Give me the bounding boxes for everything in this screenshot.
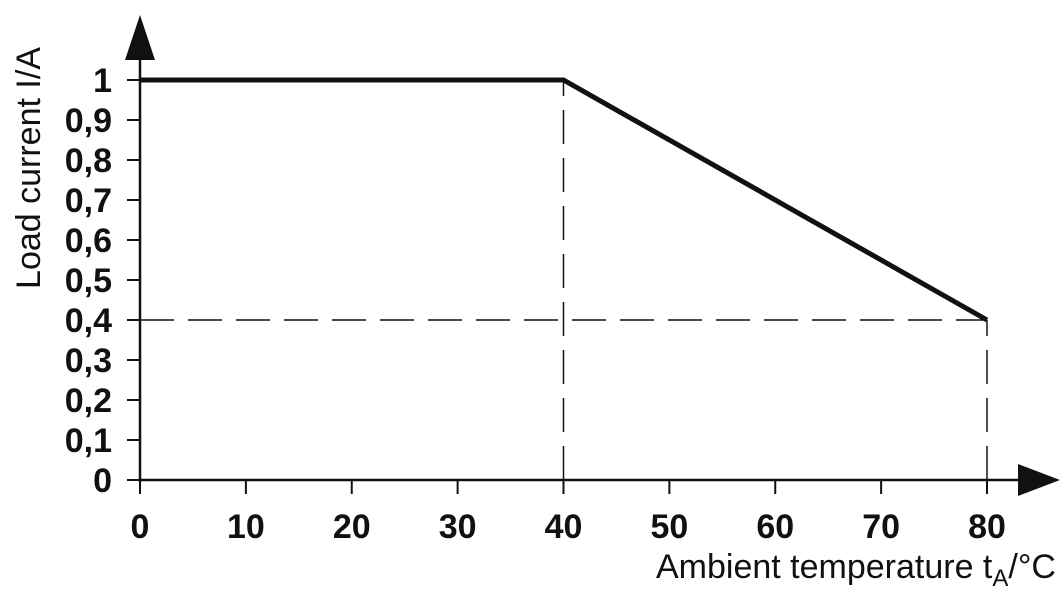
x-axis-label-subscript: A xyxy=(992,565,1008,590)
x-axis-label-unit: /°C xyxy=(1008,548,1056,586)
y-tick-label: 0,9 xyxy=(65,102,112,140)
y-tick-label: 0,1 xyxy=(65,422,112,460)
ticks: 0 10 20 30 40 50 60 70 8000,10,20,30,40,50,60,70… xyxy=(65,62,1006,546)
x-tick-label: 60 xyxy=(756,508,794,546)
y-tick-label: 0,6 xyxy=(65,222,112,260)
series xyxy=(140,77,989,323)
y-tick-label: 1 xyxy=(93,62,112,100)
y-axis-arrow xyxy=(125,15,155,60)
x-axis-arrow xyxy=(1018,464,1060,496)
x-tick-label: 70 xyxy=(862,508,900,546)
y-tick-label: 0,4 xyxy=(65,302,112,340)
x-tick-label: 80 xyxy=(968,508,1006,546)
reference-lines xyxy=(140,80,988,480)
y-tick-label: 0,8 xyxy=(65,142,112,180)
x-axis-label-main: Ambient temperature t xyxy=(656,548,993,586)
series-line xyxy=(140,77,989,323)
x-tick-label: 20 xyxy=(333,508,371,546)
x-tick-label: 30 xyxy=(439,508,477,546)
axes xyxy=(125,15,1060,496)
x-tick-label: 40 xyxy=(545,508,583,546)
x-tick-label: 10 xyxy=(227,508,265,546)
y-tick-label: 0,3 xyxy=(65,342,112,380)
x-tick-label: 0 xyxy=(131,508,150,546)
x-tick-label: 50 xyxy=(650,508,688,546)
y-axis-label: Load current I/A xyxy=(10,47,48,289)
x-axis-label: Ambient temperature tA/°C xyxy=(656,548,1056,590)
y-tick-label: 0 xyxy=(93,462,112,500)
y-tick-label: 0,2 xyxy=(65,382,112,420)
y-tick-label: 0,5 xyxy=(65,262,112,300)
y-tick-label: 0,7 xyxy=(65,182,112,220)
